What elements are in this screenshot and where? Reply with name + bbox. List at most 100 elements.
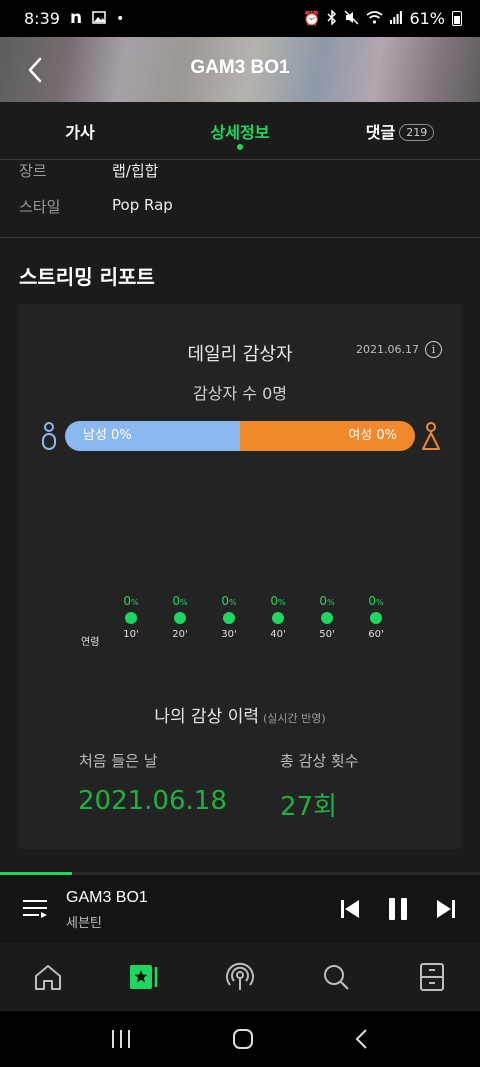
battery-icon bbox=[452, 11, 462, 26]
history-title: 나의 감상 이력 (실시간 반영) bbox=[19, 702, 461, 727]
report-date: 2021.06.17 i bbox=[356, 341, 442, 358]
age-percent: 0% bbox=[172, 594, 188, 608]
clock: 8:39 bbox=[24, 9, 60, 28]
history-subtitle: (실시간 반영) bbox=[262, 712, 326, 725]
podcast-icon bbox=[226, 962, 254, 990]
nav-my-music[interactable] bbox=[96, 943, 192, 1011]
info-row-style: 스타일 Pop Rap bbox=[19, 196, 173, 217]
back-button[interactable] bbox=[20, 55, 50, 85]
back-icon[interactable] bbox=[353, 1027, 371, 1051]
total-plays-label: 총 감상 횟수 bbox=[280, 752, 359, 770]
age-group: 0% 20' bbox=[160, 594, 200, 640]
bottom-nav bbox=[0, 943, 480, 1011]
home-icon bbox=[35, 965, 61, 990]
nav-home[interactable] bbox=[0, 943, 96, 1011]
image-icon bbox=[92, 10, 106, 27]
info-value: 랩/힙합 bbox=[112, 162, 159, 180]
bluetooth-icon bbox=[327, 8, 337, 28]
info-label: 장르 bbox=[19, 162, 47, 180]
age-dot bbox=[321, 612, 333, 624]
signal-icon bbox=[390, 10, 403, 27]
previous-button[interactable] bbox=[337, 896, 363, 922]
tab-bar: 가사 상세정보 댓글 219 bbox=[0, 102, 480, 160]
playback-progress[interactable] bbox=[0, 872, 480, 875]
dot-icon: • bbox=[116, 10, 125, 27]
age-percent: 0% bbox=[221, 594, 237, 608]
player-artist: 세븐틴 bbox=[66, 916, 102, 931]
nav-search[interactable] bbox=[288, 943, 384, 1011]
history-title-text: 나의 감상 이력 bbox=[154, 707, 259, 727]
age-label: 50' bbox=[319, 629, 335, 640]
drawer-icon bbox=[420, 963, 444, 991]
total-plays-count: 27회 bbox=[280, 792, 338, 822]
age-group: 0% 30' bbox=[209, 594, 249, 640]
nav-podcast[interactable] bbox=[192, 943, 288, 1011]
tab-label: 가사 bbox=[65, 123, 95, 142]
tab-comments[interactable]: 댓글 219 bbox=[320, 102, 480, 159]
male-icon bbox=[42, 422, 56, 450]
song-header: GAM3 BO1 bbox=[0, 37, 480, 102]
age-dot bbox=[370, 612, 382, 624]
n-icon: n bbox=[69, 8, 83, 28]
info-label: 스타일 bbox=[19, 198, 61, 216]
first-listen-date: 2021.06.18 bbox=[78, 786, 227, 816]
battery-percent: 61% bbox=[409, 9, 445, 28]
mini-player[interactable]: GAM3 BO1 세븐틴 bbox=[0, 872, 480, 943]
section-title: 스트리밍 리포트 bbox=[19, 265, 155, 289]
active-tab-indicator bbox=[237, 144, 243, 150]
info-icon[interactable]: i bbox=[425, 341, 442, 358]
age-percent: 0% bbox=[319, 594, 335, 608]
song-title: GAM3 BO1 bbox=[190, 57, 290, 78]
age-percent: 0% bbox=[270, 594, 286, 608]
pause-button[interactable] bbox=[385, 896, 411, 922]
age-label: 60' bbox=[368, 629, 384, 640]
playlist-icon[interactable] bbox=[22, 898, 48, 920]
nav-drawer[interactable] bbox=[384, 943, 480, 1011]
tab-details[interactable]: 상세정보 bbox=[160, 102, 320, 159]
female-icon bbox=[422, 422, 440, 450]
home-button-icon[interactable] bbox=[231, 1027, 255, 1051]
age-group: 0% 50' bbox=[307, 594, 347, 640]
player-song-title: GAM3 BO1 bbox=[66, 889, 148, 906]
recents-icon[interactable] bbox=[109, 1028, 133, 1050]
age-dot bbox=[272, 612, 284, 624]
first-listen-label: 처음 들은 날 bbox=[79, 752, 158, 770]
listener-count: 감상자 수 0명 bbox=[193, 384, 287, 403]
search-icon bbox=[324, 965, 349, 990]
comment-count-badge: 219 bbox=[399, 124, 435, 141]
age-label: 20' bbox=[172, 629, 188, 640]
age-label: 30' bbox=[221, 629, 237, 640]
playback-progress-fill bbox=[0, 872, 72, 875]
age-group: 0% 40' bbox=[258, 594, 298, 640]
age-label: 40' bbox=[270, 629, 286, 640]
next-button[interactable] bbox=[433, 896, 459, 922]
age-percent: 0% bbox=[123, 594, 139, 608]
streaming-report-card: 데일리 감상자 2021.06.17 i 감상자 수 0명 남성 0% 여성 0… bbox=[19, 304, 461, 849]
info-value: Pop Rap bbox=[112, 196, 173, 214]
report-date-text: 2021.06.17 bbox=[356, 343, 419, 356]
mute-icon bbox=[344, 9, 359, 28]
chevron-left-icon bbox=[28, 57, 42, 83]
status-bar: 8:39 n • ⏰ 61% bbox=[0, 0, 480, 37]
age-group: 0% 10' bbox=[111, 594, 151, 640]
info-row-genre: 장르 랩/힙합 bbox=[19, 160, 158, 181]
age-percent: 0% bbox=[368, 594, 384, 608]
tab-label: 댓글 bbox=[365, 123, 396, 142]
male-bar: 남성 0% bbox=[65, 421, 240, 451]
daily-listeners-title: 데일리 감상자 bbox=[187, 344, 293, 365]
age-dot bbox=[125, 612, 137, 624]
my-music-icon bbox=[130, 965, 158, 989]
age-distribution: 0% 10' 0% 20' 0% 30' 0% 40' 0% 50' 0% 60… bbox=[19, 594, 461, 654]
age-label: 10' bbox=[123, 629, 139, 640]
tab-label: 상세정보 bbox=[210, 123, 270, 142]
age-group: 0% 60' bbox=[356, 594, 396, 640]
female-bar: 여성 0% bbox=[240, 421, 415, 451]
age-dot bbox=[174, 612, 186, 624]
wifi-icon bbox=[366, 10, 383, 27]
tab-lyrics[interactable]: 가사 bbox=[0, 102, 160, 159]
age-title: 연령 bbox=[81, 637, 100, 648]
age-dot bbox=[223, 612, 235, 624]
gender-bar: 남성 0% 여성 0% bbox=[65, 421, 415, 451]
system-navigation-bar bbox=[0, 1011, 480, 1067]
song-info: 장르 랩/힙합 스타일 Pop Rap bbox=[0, 160, 480, 238]
